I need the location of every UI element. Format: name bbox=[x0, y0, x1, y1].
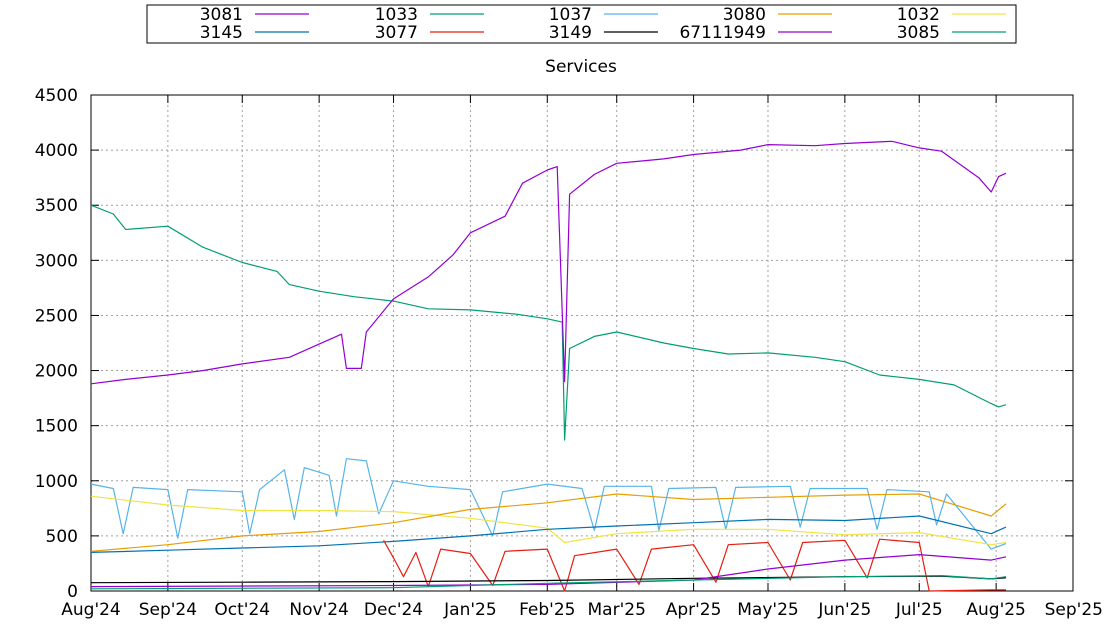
series-line-1032 bbox=[90, 495, 1007, 546]
grid-lines bbox=[91, 95, 1073, 591]
series-line-3077 bbox=[383, 538, 1006, 592]
series-layer bbox=[90, 140, 1007, 592]
x-tick-label: Sep'25 bbox=[1045, 600, 1103, 620]
x-tick-label: Jul'25 bbox=[895, 600, 943, 620]
series-line-3145 bbox=[90, 515, 1007, 553]
x-tick-label: Aug'24 bbox=[61, 600, 121, 620]
y-tick-label: 1000 bbox=[35, 472, 78, 492]
y-tick-label: 2000 bbox=[35, 362, 78, 382]
series-line-1033 bbox=[90, 204, 1007, 441]
y-tick-label: 2500 bbox=[35, 306, 78, 326]
series-line-3080 bbox=[90, 493, 1007, 552]
legend-label-3080: 3080 bbox=[723, 5, 766, 25]
x-tick-label: Nov'24 bbox=[289, 600, 348, 620]
legend-label-1037: 1037 bbox=[549, 5, 592, 25]
x-axis: Aug'24 Sep'24 Oct'24 Nov'24 Dec'24 Jan'25 Feb'… bbox=[61, 95, 1103, 620]
y-tick-label: 3500 bbox=[35, 196, 78, 216]
legend-entries: 3081 1033 1037 3080 1032 3145 3077 3149 67111949… bbox=[200, 5, 1006, 43]
x-tick-label: Aug'25 bbox=[966, 600, 1026, 620]
x-tick-label: Apr'25 bbox=[666, 600, 722, 620]
series-line-1037 bbox=[90, 458, 1007, 550]
legend-label-3077: 3077 bbox=[375, 23, 418, 43]
series-line-3081 bbox=[90, 140, 1007, 385]
y-tick-label: 3000 bbox=[35, 251, 78, 271]
chart-title: Services bbox=[545, 57, 617, 77]
legend-label-1033: 1033 bbox=[375, 5, 418, 25]
legend-label-3149: 3149 bbox=[549, 23, 592, 43]
x-tick-label: Jan'25 bbox=[443, 600, 497, 620]
x-tick-label: Sep'24 bbox=[139, 600, 197, 620]
x-tick-label: Mar'25 bbox=[588, 600, 646, 620]
y-tick-label: 500 bbox=[46, 527, 78, 547]
x-tick-label: Jun'25 bbox=[817, 600, 871, 620]
legend-label-3145: 3145 bbox=[200, 23, 243, 43]
legend-label-67111949: 67111949 bbox=[679, 23, 766, 43]
x-tick-label: Oct'24 bbox=[214, 600, 270, 620]
y-tick-label: 1500 bbox=[35, 417, 78, 437]
series-line-67111949 bbox=[90, 554, 1007, 588]
legend bbox=[146, 4, 1017, 44]
x-tick-label: Dec'24 bbox=[364, 600, 423, 620]
x-tick-label: May'25 bbox=[737, 600, 798, 620]
series-line-3149 bbox=[90, 575, 1007, 584]
y-tick-label: 4000 bbox=[35, 141, 78, 161]
series-line-3085 bbox=[90, 575, 1007, 590]
x-tick-label: Feb'25 bbox=[519, 600, 575, 620]
legend-label-3081: 3081 bbox=[200, 5, 243, 25]
y-tick-label: 4500 bbox=[35, 86, 78, 106]
y-axis: 0 500 1000 1500 2000 2500 3000 3500 4000 4500 bbox=[35, 86, 1073, 602]
plot-frame bbox=[90, 94, 1074, 592]
legend-label-3085: 3085 bbox=[897, 23, 940, 43]
legend-label-1032: 1032 bbox=[897, 5, 940, 25]
y-tick-label: 0 bbox=[67, 582, 78, 602]
